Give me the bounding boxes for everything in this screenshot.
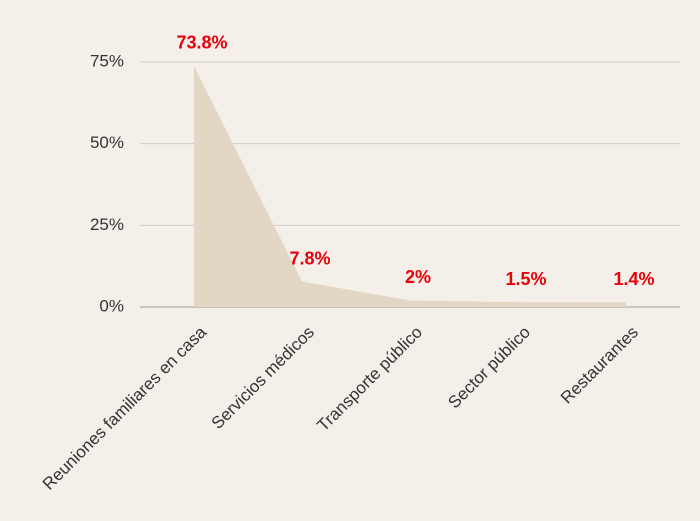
y-tick-label: 0% — [99, 296, 124, 315]
value-label: 1.5% — [505, 269, 546, 289]
x-tick-label: Reuniones familiares en casa — [39, 322, 211, 494]
value-label: 1.4% — [613, 269, 654, 289]
value-label: 2% — [405, 267, 431, 287]
x-tick-label: Transporte público — [313, 323, 426, 436]
y-tick-label: 50% — [90, 133, 124, 152]
value-label: 7.8% — [289, 248, 330, 268]
area — [194, 65, 626, 307]
x-tick-label: Restaurantes — [557, 323, 642, 408]
y-tick-label: 25% — [90, 215, 124, 234]
x-tick-label: Sector público — [444, 323, 534, 413]
y-tick-label: 75% — [90, 51, 124, 70]
value-label: 73.8% — [176, 33, 227, 53]
x-tick-label: Servicios médicos — [208, 323, 318, 433]
